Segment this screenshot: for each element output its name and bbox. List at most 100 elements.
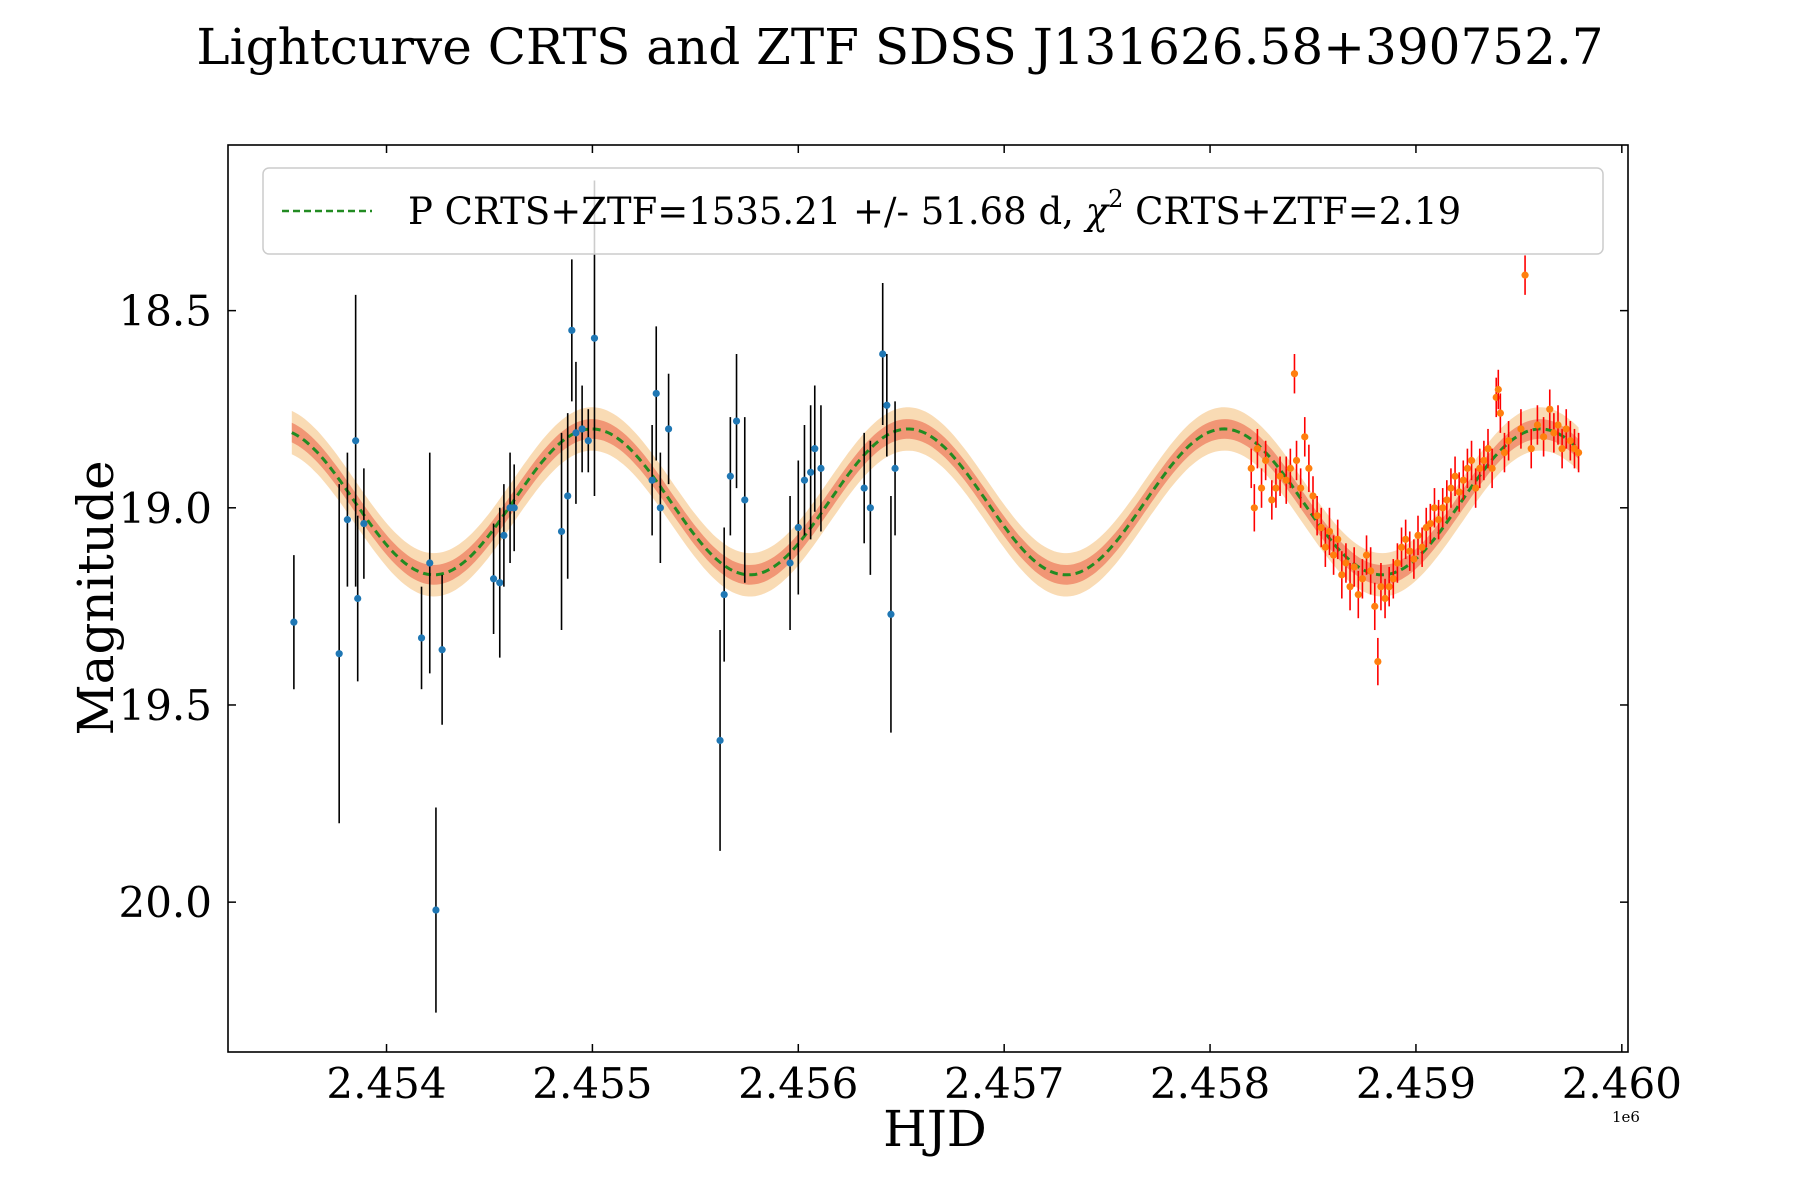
ztf-point: [1546, 405, 1554, 413]
ztf-point: [1426, 519, 1434, 528]
ztf-point: [1467, 456, 1476, 465]
ztf-point: [1451, 472, 1459, 480]
legend-label-chi: χ: [1083, 190, 1111, 233]
model-fit-line: [291, 427, 1580, 577]
crts-point: [811, 445, 819, 453]
crts-point: [883, 401, 891, 409]
ztf-point: [1527, 445, 1535, 453]
ztf-point: [1374, 657, 1382, 666]
ztf-point: [1257, 484, 1266, 492]
ztf-point: [1410, 555, 1418, 563]
crts-point: [568, 326, 576, 334]
ztf-point: [1533, 421, 1542, 429]
y-tick-label: 18.5: [118, 287, 212, 336]
crts-point: [807, 468, 815, 476]
ztf-point: [1550, 429, 1558, 437]
crts-point: [726, 472, 734, 480]
ztf-point: [1447, 484, 1455, 492]
ztf-point: [1346, 583, 1354, 591]
ztf-point: [1301, 433, 1309, 441]
legend-label-sup: 2: [1108, 185, 1123, 213]
crts-point: [496, 579, 504, 587]
ztf-point: [1250, 504, 1258, 512]
ztf-point: [1342, 559, 1350, 567]
ztf-point: [1418, 543, 1426, 551]
crts-point: [489, 575, 498, 583]
crts-point: [720, 590, 728, 599]
ztf-point: [1305, 464, 1313, 472]
x-tick-label: 2.460: [1562, 1059, 1682, 1108]
crts-point: [352, 437, 360, 445]
ztf-point: [1558, 445, 1566, 453]
crts-point: [564, 492, 572, 500]
ztf-point: [1276, 472, 1284, 480]
ztf-point: [1562, 425, 1570, 433]
crts-point: [664, 425, 673, 433]
y-axis-label: Magnitude: [67, 460, 125, 735]
crts-point: [335, 650, 343, 658]
legend: P CRTS+ZTF=1535.21 +/- 51.68 d, χ2 CRTS+…: [262, 167, 1604, 255]
crts-point: [590, 334, 599, 342]
crts-point: [879, 350, 887, 358]
crts-point: [426, 559, 434, 567]
ztf-point: [1354, 590, 1362, 599]
crts-point: [572, 429, 580, 437]
model-inner-band: [291, 419, 1579, 585]
ztf-point: [1367, 567, 1375, 575]
ztf-point: [1434, 516, 1443, 524]
legend-frame: [262, 167, 1604, 255]
ztf-point: [1439, 504, 1447, 512]
crts-point: [500, 531, 508, 540]
ztf-point: [1430, 504, 1439, 512]
legend-label-main: P CRTS+ZTF=1535.21 +/- 51.68 d,: [408, 190, 1086, 233]
ztf-point: [1554, 421, 1562, 429]
x-tick-label: 2.457: [944, 1059, 1064, 1108]
ztf-point: [1321, 543, 1329, 551]
ztf-point: [1334, 535, 1342, 543]
crts-point: [432, 906, 440, 914]
ztf-point: [1393, 559, 1402, 567]
ztf-point: [1455, 488, 1463, 496]
ztf-point: [1496, 409, 1504, 417]
ztf-point: [1521, 271, 1529, 279]
ztf-point: [1253, 445, 1262, 453]
ztf-point: [1313, 512, 1321, 520]
chart-title: Lightcurve CRTS and ZTF SDSS J131626.58+…: [196, 18, 1603, 76]
x-axis-offset-label: 1e6: [1612, 1108, 1640, 1126]
ztf-point: [1329, 551, 1338, 559]
crts-point: [343, 516, 352, 524]
legend-label: P CRTS+ZTF=1535.21 +/- 51.68 d, χ2 CRTS+…: [408, 185, 1461, 233]
crts-point: [794, 523, 802, 532]
ztf-point: [1480, 456, 1488, 465]
ztf-point: [1317, 523, 1325, 532]
crts-point: [716, 736, 724, 745]
ztf-point: [1494, 385, 1502, 394]
ztf-point: [1292, 456, 1301, 465]
ztf-point: [1539, 433, 1548, 441]
crts-point: [360, 519, 368, 528]
x-tick-label: 2.458: [1150, 1059, 1270, 1108]
y-tick-label: 19.5: [118, 681, 212, 730]
ztf-point: [1463, 464, 1472, 472]
ztf-point: [1517, 425, 1525, 433]
crts-point: [510, 504, 518, 512]
ztf-point: [1443, 496, 1451, 504]
crts-point: [648, 476, 656, 484]
ztf-point: [1381, 594, 1389, 603]
ztf-point: [1286, 464, 1294, 472]
ztf-point: [1385, 583, 1393, 591]
crts-point: [354, 594, 362, 603]
crts-point: [860, 484, 868, 492]
ztf-point: [1268, 496, 1276, 504]
ztf-point: [1472, 484, 1480, 492]
ztf-point: [1262, 456, 1270, 465]
crts-point: [732, 417, 741, 425]
ztf-point: [1476, 464, 1484, 472]
crts-point: [887, 610, 895, 618]
ztf-point: [1290, 370, 1299, 378]
crts-point: [438, 646, 446, 654]
crts-point: [800, 476, 809, 484]
crts-point: [786, 559, 794, 567]
ztf-point: [1272, 484, 1280, 492]
